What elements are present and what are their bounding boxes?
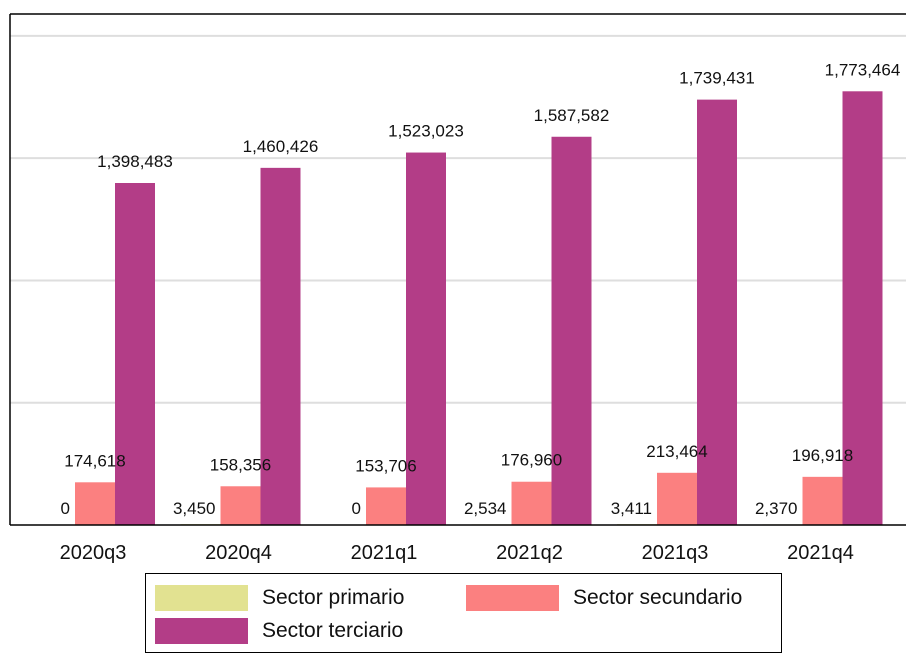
data-label: 1,739,431 xyxy=(679,69,755,88)
legend-label-secundario: Sector secundario xyxy=(573,586,743,609)
bars xyxy=(75,91,883,526)
data-label: 176,960 xyxy=(501,451,562,470)
data-label: 2,370 xyxy=(755,499,798,518)
legend: Sector primario Sector secundario Sector… xyxy=(145,573,782,653)
x-tick-label: 2021q3 xyxy=(642,542,709,564)
data-label: 1,773,464 xyxy=(825,60,901,79)
data-label: 196,918 xyxy=(792,446,853,465)
x-tick-label: 2021q4 xyxy=(787,542,854,564)
plot-frame xyxy=(9,13,906,526)
data-labels: 0 174,618 1,398,483 3,450 158,356 1,460,426 0 1… xyxy=(61,60,901,518)
bar xyxy=(115,183,155,525)
bar xyxy=(260,167,301,525)
gridlines xyxy=(10,34,906,404)
legend-swatch-secundario xyxy=(466,585,559,611)
legend-swatch-primario xyxy=(155,585,248,611)
data-label: 3,450 xyxy=(173,499,216,518)
bar xyxy=(551,136,592,525)
data-label: 2,534 xyxy=(464,499,507,518)
bar xyxy=(697,99,737,526)
x-tick-label: 2021q2 xyxy=(496,542,563,564)
data-label: 213,464 xyxy=(646,442,707,461)
data-label: 1,398,483 xyxy=(97,152,173,171)
data-label: 158,356 xyxy=(210,455,271,474)
bar xyxy=(75,482,115,525)
bar xyxy=(220,486,261,525)
data-label: 3,411 xyxy=(611,499,652,518)
bar xyxy=(802,476,843,525)
x-tick-labels: 2020q3 2020q4 2021q1 2021q2 2021q3 2021q4 xyxy=(60,542,854,564)
data-label: 1,460,426 xyxy=(243,137,319,156)
data-label: 1,587,582 xyxy=(534,106,610,125)
x-tick-label: 2021q1 xyxy=(351,542,418,564)
bar xyxy=(406,152,446,525)
bar xyxy=(842,91,883,525)
x-tick-label: 2020q4 xyxy=(205,542,272,564)
data-label: 1,523,023 xyxy=(388,122,464,141)
data-label: 0 xyxy=(352,499,361,518)
bar xyxy=(366,487,406,525)
x-tick-label: 2020q3 xyxy=(60,542,127,564)
data-label: 0 xyxy=(61,499,70,518)
legend-item-terciario: Sector terciario xyxy=(155,618,403,644)
legend-swatch-terciario xyxy=(155,618,248,644)
legend-item-primario: Sector primario xyxy=(155,585,404,611)
legend-item-secundario: Sector secundario xyxy=(466,585,742,611)
data-label: 174,618 xyxy=(64,451,125,470)
legend-label-primario: Sector primario xyxy=(262,586,405,609)
legend-label-terciario: Sector terciario xyxy=(262,619,404,642)
data-label: 153,706 xyxy=(355,456,416,475)
bar xyxy=(511,481,552,525)
bar xyxy=(657,472,697,525)
